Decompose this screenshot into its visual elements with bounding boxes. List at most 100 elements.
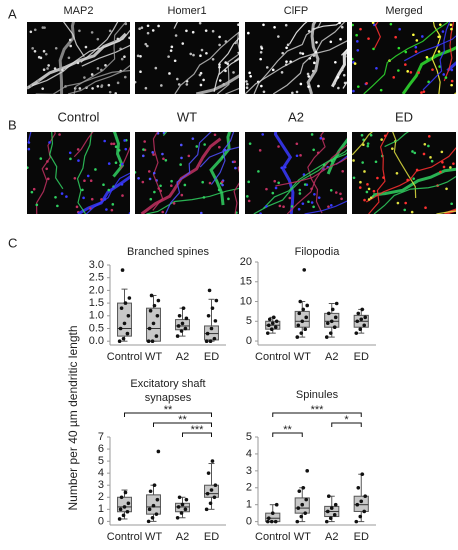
puncta bbox=[31, 47, 34, 50]
data-point bbox=[183, 326, 188, 331]
image-label: Merged bbox=[385, 5, 422, 17]
puncta bbox=[452, 162, 455, 165]
puncta bbox=[356, 40, 359, 43]
data-point bbox=[295, 335, 300, 339]
puncta bbox=[265, 187, 268, 191]
data-point bbox=[148, 489, 153, 494]
puncta bbox=[33, 28, 37, 32]
puncta bbox=[322, 137, 325, 141]
puncta bbox=[233, 160, 237, 164]
data-point bbox=[296, 323, 301, 328]
puncta bbox=[312, 54, 316, 57]
x-tick-label: ED bbox=[204, 351, 219, 363]
puncta bbox=[380, 138, 383, 141]
data-point bbox=[329, 319, 334, 324]
puncta bbox=[397, 69, 400, 72]
puncta bbox=[339, 192, 342, 196]
data-point bbox=[179, 511, 184, 515]
dendrite bbox=[174, 31, 239, 94]
significance-label: *** bbox=[311, 404, 325, 416]
data-point bbox=[180, 502, 185, 507]
puncta bbox=[383, 134, 387, 138]
y-axis-label: Number per 40 µm dendritic length bbox=[66, 325, 80, 510]
data-point bbox=[266, 516, 271, 521]
puncta bbox=[180, 156, 183, 160]
puncta bbox=[295, 154, 299, 158]
puncta bbox=[123, 139, 126, 142]
data-point bbox=[120, 268, 125, 272]
data-point bbox=[155, 313, 160, 318]
data-point bbox=[304, 315, 309, 320]
puncta bbox=[137, 176, 140, 180]
puncta bbox=[437, 50, 441, 53]
puncta bbox=[291, 91, 294, 94]
puncta bbox=[42, 68, 46, 72]
puncta bbox=[195, 145, 199, 148]
puncta bbox=[107, 162, 111, 165]
data-point bbox=[119, 306, 124, 310]
x-tick-label: A2 bbox=[325, 351, 338, 363]
puncta bbox=[450, 79, 454, 83]
puncta bbox=[356, 48, 360, 52]
image-label: ED bbox=[395, 109, 413, 124]
puncta bbox=[391, 147, 394, 150]
puncta bbox=[105, 208, 108, 211]
puncta bbox=[311, 69, 315, 73]
puncta bbox=[430, 159, 434, 163]
data-point bbox=[360, 307, 365, 312]
puncta bbox=[227, 197, 230, 201]
dendrite bbox=[76, 132, 93, 214]
puncta bbox=[352, 159, 355, 162]
x-tick-label: ED bbox=[354, 531, 369, 543]
puncta bbox=[65, 195, 68, 198]
dendrite bbox=[384, 132, 410, 148]
data-point bbox=[126, 501, 131, 506]
dendrite bbox=[286, 144, 347, 214]
puncta bbox=[27, 147, 31, 151]
data-point bbox=[297, 311, 302, 316]
y-tick-label: 0.0 bbox=[89, 335, 104, 347]
puncta bbox=[68, 151, 72, 155]
data-point bbox=[356, 311, 361, 316]
y-tick-label: 3.0 bbox=[89, 259, 104, 271]
puncta bbox=[169, 49, 173, 52]
puncta bbox=[436, 43, 440, 47]
puncta bbox=[283, 165, 287, 169]
data-point bbox=[148, 308, 153, 313]
data-point bbox=[175, 515, 180, 520]
puncta bbox=[412, 33, 415, 37]
puncta bbox=[94, 168, 97, 171]
puncta bbox=[170, 45, 174, 49]
puncta bbox=[199, 83, 203, 87]
puncta bbox=[306, 72, 310, 76]
chart-title: Branched spines bbox=[127, 246, 209, 258]
data-point bbox=[121, 513, 126, 518]
puncta bbox=[260, 47, 264, 50]
puncta bbox=[277, 145, 280, 148]
data-point bbox=[297, 489, 302, 493]
dendrite bbox=[363, 22, 449, 94]
puncta bbox=[307, 29, 311, 33]
puncta bbox=[200, 48, 204, 52]
dendrite bbox=[77, 175, 130, 214]
dendrite bbox=[263, 152, 347, 209]
puncta bbox=[282, 205, 285, 209]
x-tick-label: WT bbox=[294, 351, 311, 363]
puncta bbox=[271, 191, 275, 195]
significance-bracket bbox=[124, 412, 212, 417]
puncta bbox=[148, 177, 152, 181]
data-point bbox=[265, 519, 270, 524]
puncta bbox=[123, 55, 126, 59]
puncta bbox=[298, 188, 302, 192]
dendrite bbox=[112, 132, 125, 178]
data-point bbox=[299, 331, 304, 335]
data-point bbox=[360, 472, 365, 477]
puncta bbox=[27, 86, 29, 90]
puncta bbox=[221, 183, 224, 187]
puncta bbox=[352, 176, 356, 180]
puncta bbox=[404, 63, 407, 66]
puncta bbox=[198, 22, 202, 25]
significance-label: ** bbox=[164, 404, 173, 416]
significance-label: ** bbox=[178, 414, 187, 426]
